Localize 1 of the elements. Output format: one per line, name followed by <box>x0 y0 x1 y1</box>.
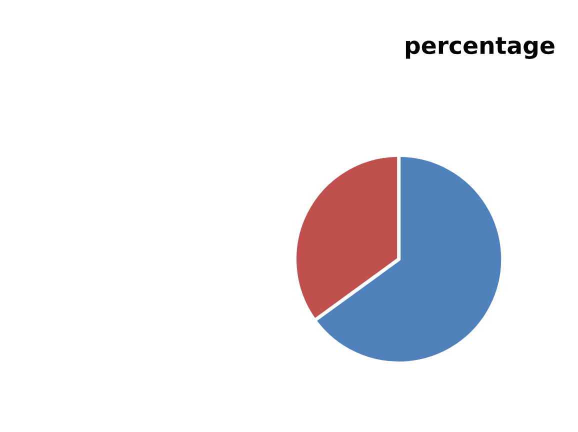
chart-title: percentage <box>406 37 554 59</box>
